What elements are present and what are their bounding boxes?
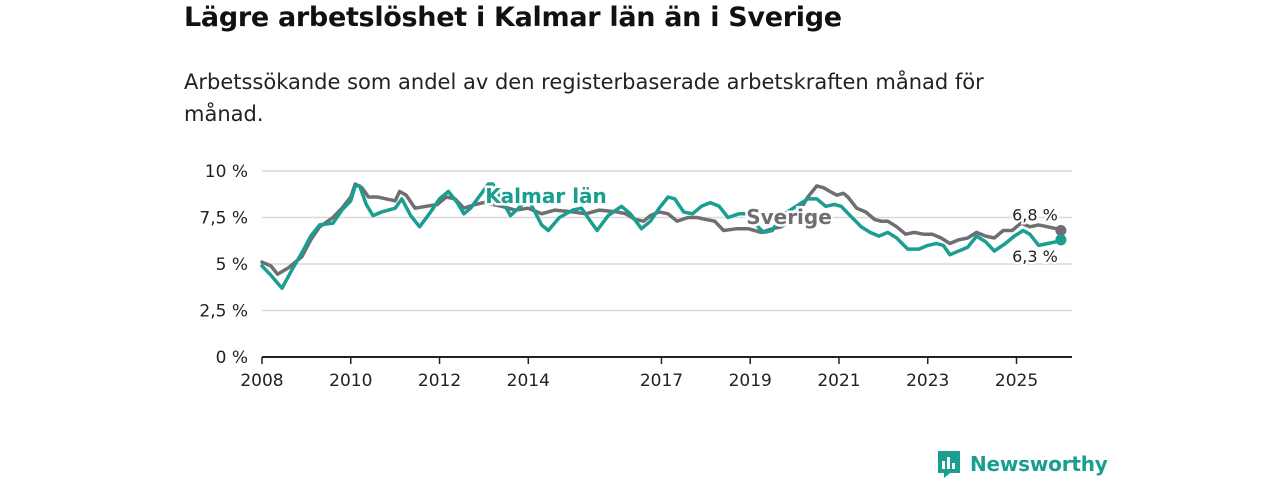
x-tick-label: 2017	[640, 371, 683, 391]
x-tick-label: 2010	[329, 371, 372, 391]
y-tick-label: 5 %	[216, 255, 248, 275]
x-tick-label: 2008	[240, 371, 283, 391]
y-tick-label: 2,5 %	[199, 302, 248, 322]
axes: 0 % 2,5 % 5 % 7,5 % 10 % 2008 2010 2012 2014 2017…	[199, 162, 1072, 391]
y-tick-label: 0 %	[216, 348, 248, 368]
newsworthy-logo-icon	[938, 451, 960, 478]
y-tick-label: 10 %	[205, 162, 248, 182]
x-tick-label: 2025	[995, 371, 1038, 391]
x-tick-label: 2021	[817, 371, 860, 391]
line-chart: 0 % 2,5 % 5 % 7,5 % 10 % 2008 2010 2012 2014 2017…	[199, 162, 1072, 391]
end-point-kalmar	[1055, 234, 1067, 246]
end-point-sverige	[1055, 225, 1067, 237]
y-tick-label: 7,5 %	[199, 209, 248, 229]
newsworthy-brand[interactable]: Newsworthy	[936, 448, 1108, 480]
chart-subtitle: Arbetssökande som andel av den registerb…	[184, 70, 984, 126]
end-label-sverige: 6,8 %	[1012, 206, 1058, 225]
brand-name: Newsworthy	[970, 452, 1108, 476]
end-label-kalmar: 6,3 %	[1012, 247, 1058, 266]
series-lines	[260, 182, 1067, 290]
series-line-sverige	[260, 182, 1063, 276]
series-label-sverige: Sverige	[746, 205, 832, 229]
series-line-kalmar	[260, 182, 1063, 290]
grid-lines	[262, 170, 1072, 312]
x-tick-label: 2012	[418, 371, 461, 391]
x-tick-label: 2019	[729, 371, 772, 391]
chart-title: Lägre arbetslöshet i Kalmar län än i Sve…	[184, 2, 842, 33]
data-labels: Kalmar län Sverige 6,8 % 6,3 %	[483, 182, 1060, 268]
x-tick-label: 2023	[906, 371, 949, 391]
series-label-kalmar: Kalmar län	[485, 184, 607, 208]
x-tick-label: 2014	[507, 371, 550, 391]
